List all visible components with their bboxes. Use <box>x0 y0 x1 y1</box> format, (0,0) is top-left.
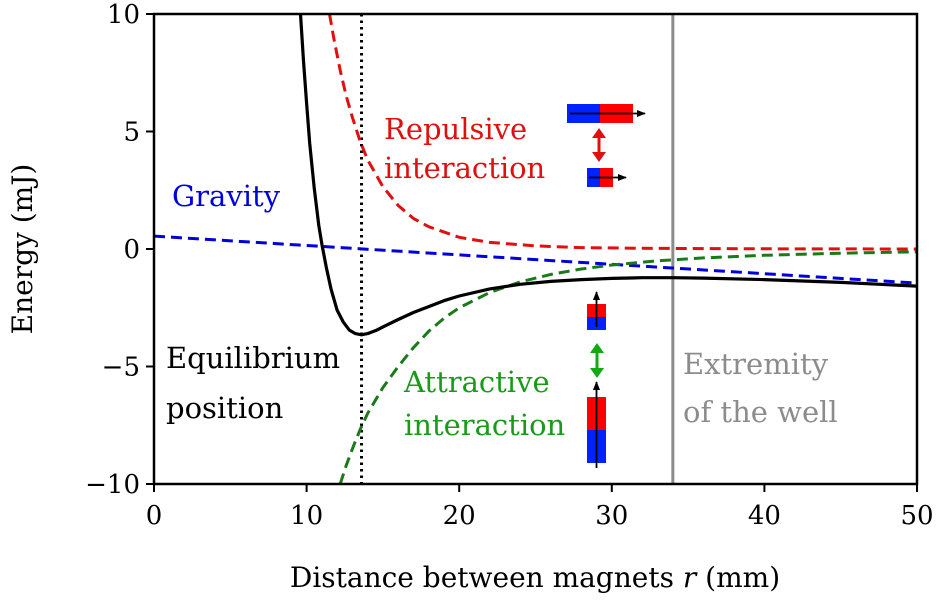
repulsive-label-line1: Repulsive <box>384 112 527 146</box>
x-axis-title: Distance between magnets r (mm) <box>290 561 780 594</box>
magnet-top-vertical <box>587 291 606 330</box>
series-layer <box>154 14 917 484</box>
extremity-label-line1: Extremity <box>683 347 829 381</box>
magnet-top-horizontal <box>567 104 646 123</box>
x-tick-label: 30 <box>595 501 628 531</box>
attractive-magnet-illustration <box>587 291 606 468</box>
y-tick-label: −5 <box>102 353 140 383</box>
repulsive-magnet-illustration <box>567 104 646 187</box>
series-repulsive-interaction <box>328 14 917 251</box>
y-axis-title: Energy (mJ) <box>6 164 39 335</box>
attractive-label-line1: Attractive <box>403 365 550 399</box>
x-axis-title-var: r <box>683 561 698 594</box>
y-tick-label: 10 <box>107 0 140 30</box>
magnet-bottom-vertical <box>587 381 606 468</box>
attractive-label-line2: interaction <box>404 408 565 442</box>
x-tick-label: 10 <box>290 501 323 531</box>
attractive-arrow-icon <box>590 343 604 378</box>
x-axis-title-text: Distance between magnets <box>290 561 674 594</box>
series-gravity <box>154 234 917 285</box>
y-tick-label: 0 <box>123 235 140 265</box>
equilibrium-label-line2: position <box>166 391 283 425</box>
x-axis-title-unit: (mm) <box>705 561 780 594</box>
annotation-layer: Gravity Repulsive interaction Attractive… <box>166 112 838 442</box>
x-tick-label: 40 <box>748 501 781 531</box>
equilibrium-label-line1: Equilibrium <box>166 341 340 375</box>
y-tick-label: −10 <box>85 470 140 500</box>
x-tick-label: 0 <box>146 501 163 531</box>
x-tick-label: 20 <box>443 501 476 531</box>
y-tick-label: 5 <box>123 118 140 148</box>
repulsive-arrow-icon <box>592 128 606 162</box>
gravity-label: Gravity <box>172 179 281 213</box>
magnet-bottom-horizontal <box>587 168 627 187</box>
axis-titles: Distance between magnets r (mm) Energy (… <box>6 164 780 594</box>
series-total <box>298 14 917 337</box>
repulsive-label-line2: interaction <box>384 151 545 185</box>
extremity-label-line2: of the well <box>683 395 838 429</box>
x-tick-label: 50 <box>900 501 933 531</box>
